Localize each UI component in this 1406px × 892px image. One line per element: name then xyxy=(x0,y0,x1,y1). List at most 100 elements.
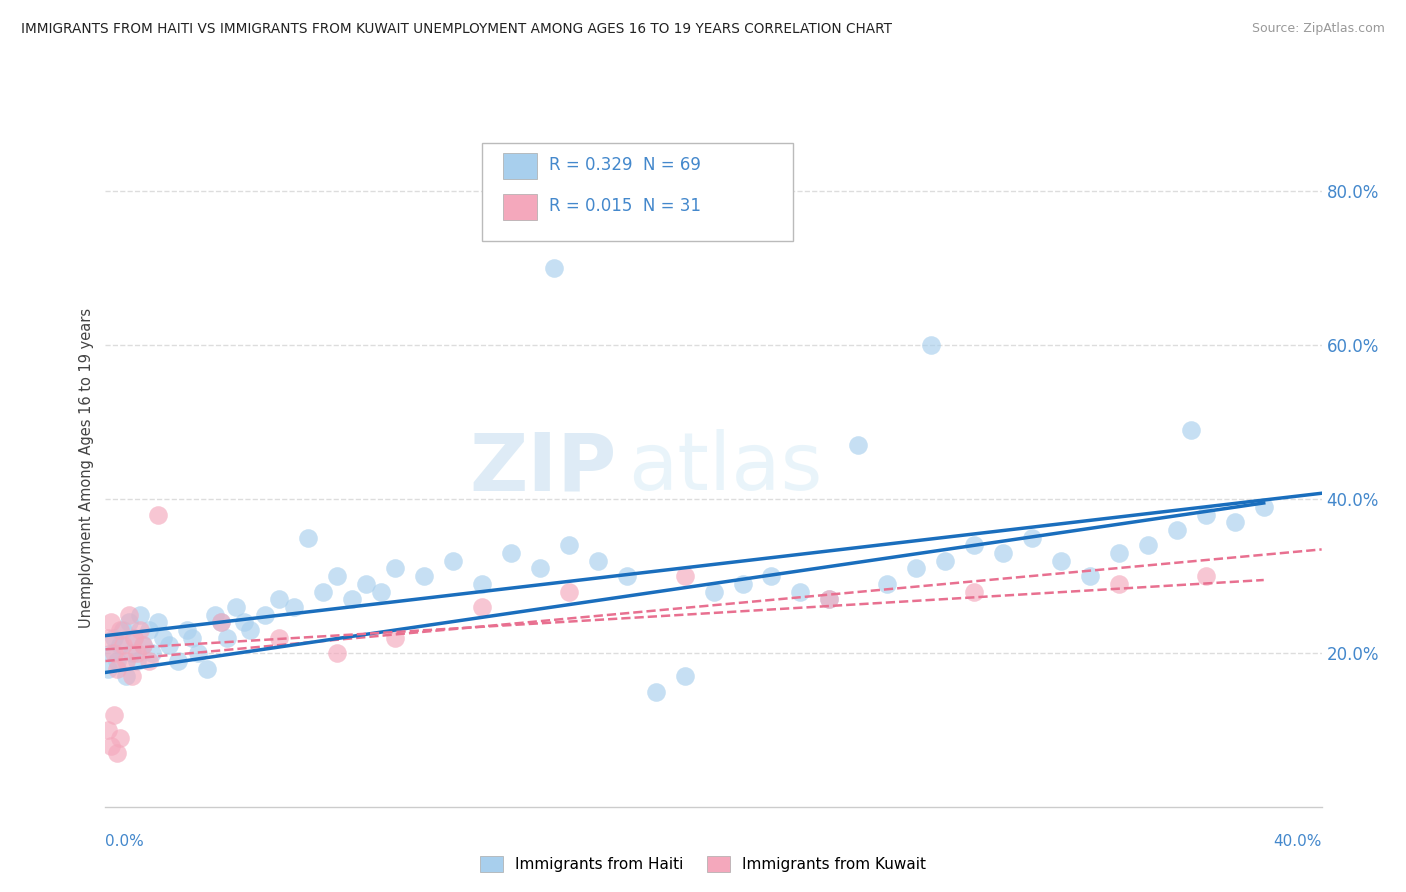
Point xyxy=(920,338,942,352)
Point xyxy=(108,639,131,653)
Point xyxy=(97,662,120,676)
Point xyxy=(269,631,291,645)
FancyBboxPatch shape xyxy=(503,153,537,178)
Point xyxy=(124,631,146,645)
Text: IMMIGRANTS FROM HAITI VS IMMIGRANTS FROM KUWAIT UNEMPLOYMENT AMONG AGES 16 TO 19: IMMIGRANTS FROM HAITI VS IMMIGRANTS FROM… xyxy=(21,22,891,37)
Point xyxy=(354,577,377,591)
Text: 0.0%: 0.0% xyxy=(105,834,145,848)
Text: 40.0%: 40.0% xyxy=(1274,834,1322,848)
Point xyxy=(114,669,136,683)
Point xyxy=(963,538,986,552)
Point xyxy=(818,592,841,607)
Point xyxy=(1195,569,1218,583)
Point xyxy=(370,584,392,599)
Point xyxy=(127,654,149,668)
Point xyxy=(789,584,811,599)
Point xyxy=(121,669,143,683)
Point xyxy=(616,569,638,583)
Text: atlas: atlas xyxy=(628,429,823,508)
Point xyxy=(138,654,160,668)
Text: ZIP: ZIP xyxy=(470,429,616,508)
Point xyxy=(1136,538,1159,552)
Point xyxy=(146,615,169,630)
Point xyxy=(105,654,128,668)
Point xyxy=(124,631,146,645)
Point xyxy=(384,561,406,575)
Point xyxy=(384,631,406,645)
Point xyxy=(673,569,696,583)
Point xyxy=(166,654,188,668)
Point xyxy=(181,631,204,645)
Point xyxy=(105,747,128,761)
Point xyxy=(543,260,565,275)
Point xyxy=(138,623,160,637)
Point xyxy=(117,607,139,622)
Point xyxy=(127,646,149,660)
Point xyxy=(558,538,581,552)
Point xyxy=(876,577,898,591)
Point xyxy=(991,546,1014,560)
Point xyxy=(195,662,218,676)
Point xyxy=(129,623,152,637)
Point xyxy=(644,684,666,698)
Point xyxy=(499,546,522,560)
Point xyxy=(818,592,841,607)
Point xyxy=(239,623,262,637)
Point xyxy=(1050,554,1073,568)
Point xyxy=(1253,500,1275,514)
Legend: Immigrants from Haiti, Immigrants from Kuwait: Immigrants from Haiti, Immigrants from K… xyxy=(472,848,934,880)
Point xyxy=(209,615,232,630)
Point xyxy=(326,569,349,583)
Point xyxy=(283,599,305,614)
Point xyxy=(586,554,609,568)
Point xyxy=(963,584,986,599)
Point xyxy=(1166,523,1188,537)
Point xyxy=(204,607,226,622)
Point xyxy=(152,631,174,645)
Point xyxy=(108,623,131,637)
Point xyxy=(1108,546,1130,560)
Point xyxy=(297,531,319,545)
Point xyxy=(132,639,155,653)
Text: R = 0.015  N = 31: R = 0.015 N = 31 xyxy=(550,197,702,215)
FancyBboxPatch shape xyxy=(503,194,537,219)
Point xyxy=(905,561,928,575)
Point xyxy=(217,631,239,645)
Point xyxy=(141,646,163,660)
FancyBboxPatch shape xyxy=(482,143,793,241)
Point xyxy=(146,508,169,522)
Point xyxy=(441,554,464,568)
Point xyxy=(105,662,128,676)
Point xyxy=(1021,531,1043,545)
Point xyxy=(846,438,869,452)
Point xyxy=(934,554,956,568)
Point xyxy=(103,707,125,722)
Point xyxy=(253,607,276,622)
Point xyxy=(100,646,122,660)
Point xyxy=(187,646,209,660)
Point xyxy=(1108,577,1130,591)
Point xyxy=(471,599,494,614)
Point xyxy=(558,584,581,599)
Point xyxy=(761,569,783,583)
Point xyxy=(97,631,120,645)
Point xyxy=(225,599,247,614)
Point xyxy=(97,723,120,738)
Y-axis label: Unemployment Among Ages 16 to 19 years: Unemployment Among Ages 16 to 19 years xyxy=(79,309,94,628)
Point xyxy=(1078,569,1101,583)
Point xyxy=(209,615,232,630)
Text: Source: ZipAtlas.com: Source: ZipAtlas.com xyxy=(1251,22,1385,36)
Point xyxy=(100,739,122,753)
Point xyxy=(269,592,291,607)
Point xyxy=(117,615,139,630)
Point xyxy=(1195,508,1218,522)
Point xyxy=(132,639,155,653)
Point xyxy=(1180,423,1202,437)
Point xyxy=(731,577,754,591)
Point xyxy=(103,631,125,645)
Point xyxy=(1223,515,1246,529)
Point xyxy=(413,569,436,583)
Point xyxy=(529,561,551,575)
Point xyxy=(340,592,363,607)
Point xyxy=(111,639,134,653)
